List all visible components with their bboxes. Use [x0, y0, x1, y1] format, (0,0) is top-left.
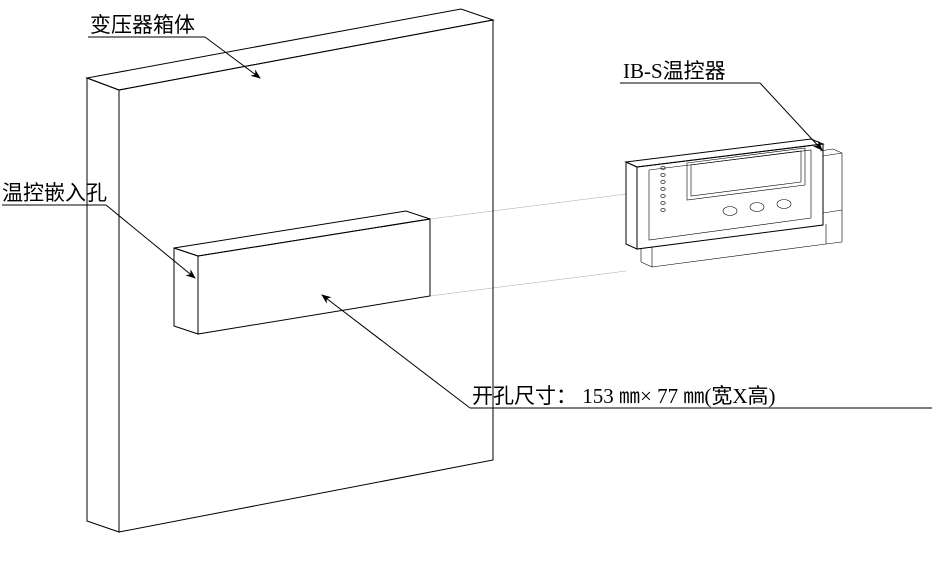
controller-back-housing	[641, 149, 842, 267]
controller-inset	[649, 150, 811, 240]
ib-s-controller	[626, 139, 842, 267]
box-front-face	[119, 20, 493, 532]
hole-front	[198, 219, 430, 334]
controller-led-column	[661, 167, 665, 212]
controller-button-1	[723, 207, 737, 216]
controller-screen-inner	[691, 151, 801, 196]
controller-screen-outer	[687, 148, 805, 200]
controller-top	[626, 139, 823, 167]
diagram-canvas: 变压器箱体 温控嵌入孔 IB-S温控器 开孔尺寸： 153 ㎜× 77 ㎜(宽X…	[0, 0, 944, 584]
controller-button-3	[777, 200, 791, 209]
label-hole-dimensions: 开孔尺寸： 153 ㎜× 77 ㎜(宽X高)	[322, 295, 932, 408]
label-controller-name-text: IB-S温控器	[623, 59, 726, 83]
controller-left	[626, 162, 637, 249]
label-transformer-box-text: 变压器箱体	[90, 13, 195, 37]
hole-depth-top	[174, 211, 430, 256]
projection-guides	[430, 194, 626, 296]
transformer-box	[87, 9, 493, 532]
controller-buttons	[723, 200, 791, 216]
label-embed-hole-text: 温控嵌入孔	[2, 181, 107, 205]
controller-button-2	[750, 203, 764, 212]
hole-depth-left	[174, 248, 198, 334]
embed-hole	[174, 211, 430, 334]
label-hole-dimensions-text: 开孔尺寸： 153 ㎜× 77 ㎜(宽X高)	[472, 384, 776, 408]
box-left-face	[87, 78, 119, 532]
label-controller-name: IB-S温控器	[620, 59, 822, 150]
label-embed-hole: 温控嵌入孔	[2, 181, 195, 278]
